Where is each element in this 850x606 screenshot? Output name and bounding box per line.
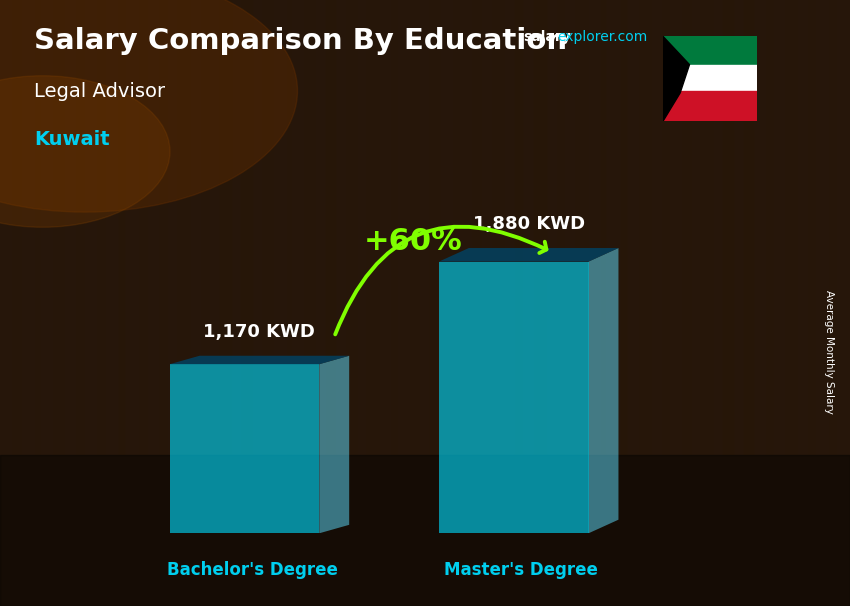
Ellipse shape [0,76,170,227]
Bar [170,364,320,533]
Polygon shape [663,36,689,121]
Polygon shape [0,454,850,606]
Text: 1,170 KWD: 1,170 KWD [203,323,315,341]
Text: Bachelor's Degree: Bachelor's Degree [167,561,337,579]
Text: Kuwait: Kuwait [34,130,110,149]
Polygon shape [439,248,619,262]
Text: Average Monthly Salary: Average Monthly Salary [824,290,834,413]
Text: Legal Advisor: Legal Advisor [34,82,165,101]
Polygon shape [170,356,349,364]
Bar [663,34,756,65]
Text: Master's Degree: Master's Degree [445,561,598,579]
Text: salary: salary [523,30,570,44]
Bar [663,65,756,93]
Text: 1,880 KWD: 1,880 KWD [473,215,585,233]
Bar [439,262,588,533]
Text: +60%: +60% [364,227,462,256]
Text: Salary Comparison By Education: Salary Comparison By Education [34,27,567,55]
Text: explorer.com: explorer.com [557,30,647,44]
Bar [663,91,756,121]
Ellipse shape [0,0,298,212]
Polygon shape [588,248,619,533]
Polygon shape [320,356,349,533]
